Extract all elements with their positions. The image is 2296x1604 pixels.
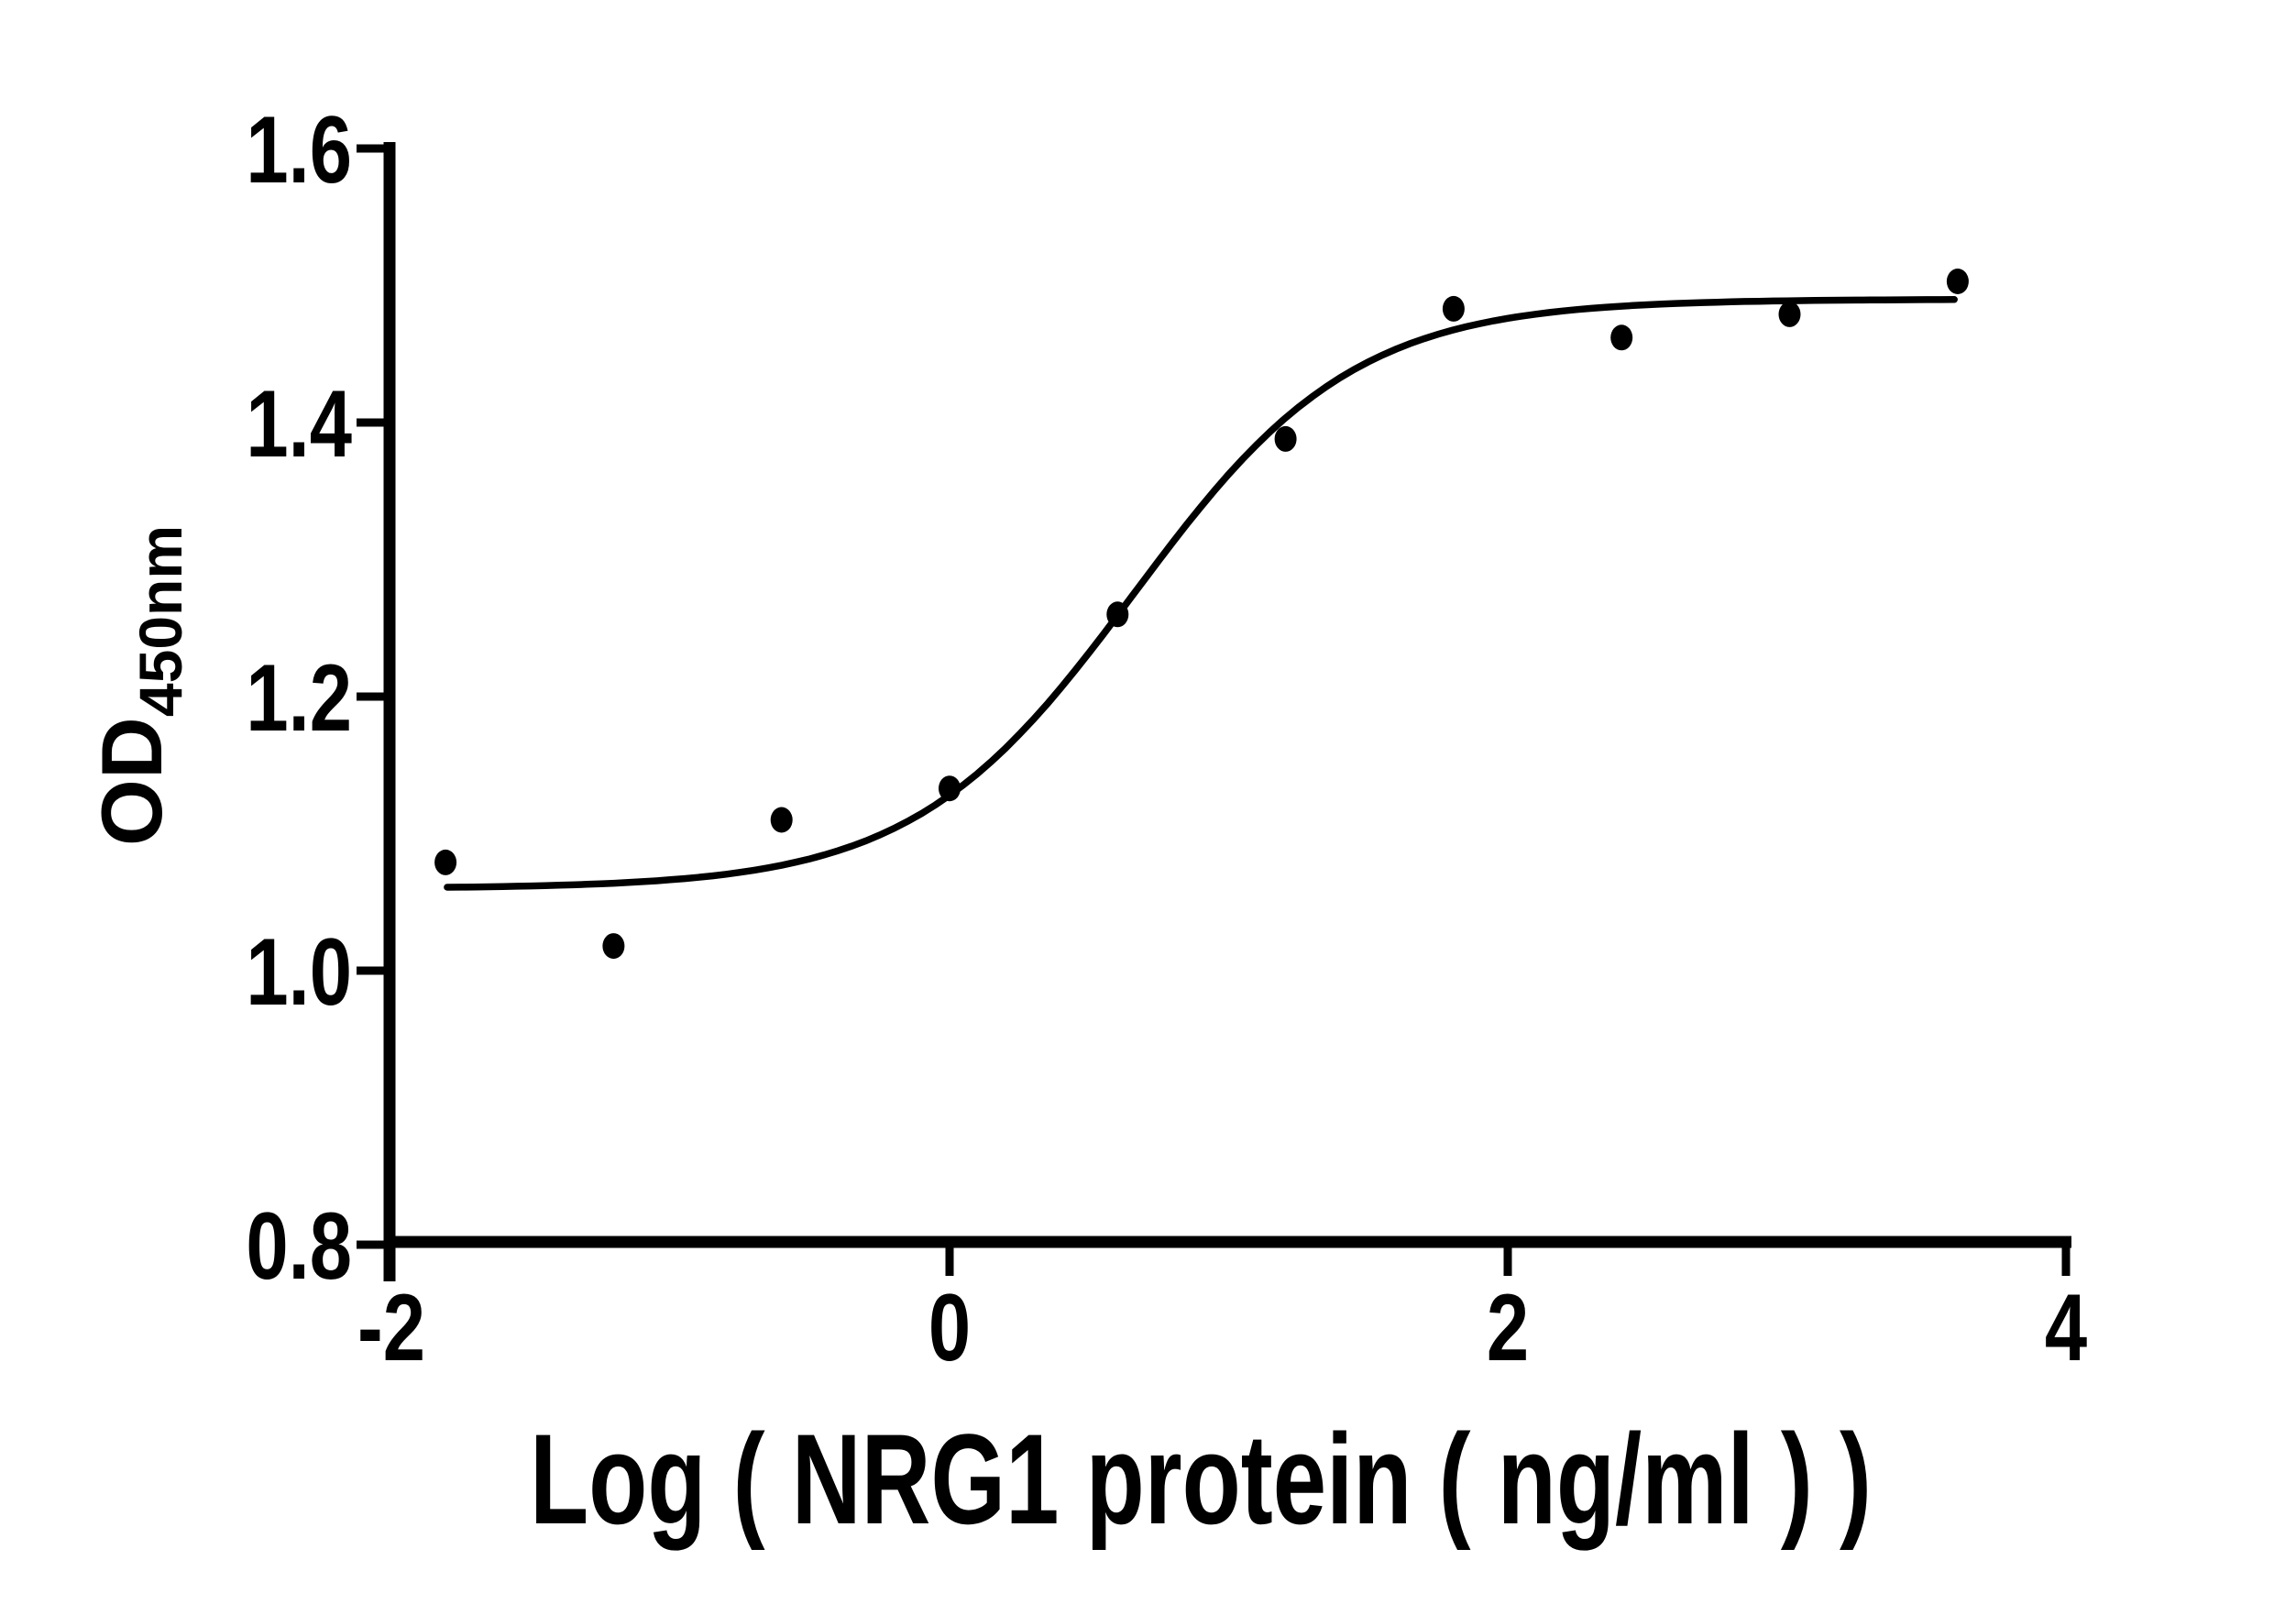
y-tick-label: 1.0 [246, 918, 352, 1025]
data-point [770, 807, 793, 833]
x-tick-label: 4 [2045, 1274, 2087, 1380]
y-tick-label: 1.2 [246, 644, 352, 751]
data-point [1610, 324, 1633, 351]
data-point [1442, 295, 1465, 322]
data-point [1274, 425, 1297, 452]
y-tick-label: 1.6 [246, 96, 352, 203]
y-tick-label: 1.4 [246, 370, 352, 477]
y-tick-label: 0.8 [246, 1192, 352, 1299]
y-axis-title-main: OD [83, 717, 180, 846]
y-axis-title: OD450nm [83, 525, 194, 846]
x-axis-title: Log ( NRG1 protein ( ng/ml ) ) [530, 1408, 1872, 1551]
data-point [434, 849, 457, 875]
x-tick-label: 0 [928, 1274, 971, 1380]
x-tick-label: -2 [357, 1274, 425, 1380]
data-point [939, 775, 961, 802]
data-point [1106, 601, 1129, 628]
data-point [1946, 269, 1969, 294]
fit-curve [444, 296, 1958, 891]
y-axis-title-subscript: 450nm [126, 525, 194, 717]
data-point [602, 933, 625, 960]
x-tick-label: 2 [1487, 1274, 1529, 1380]
data-point [1778, 301, 1801, 327]
